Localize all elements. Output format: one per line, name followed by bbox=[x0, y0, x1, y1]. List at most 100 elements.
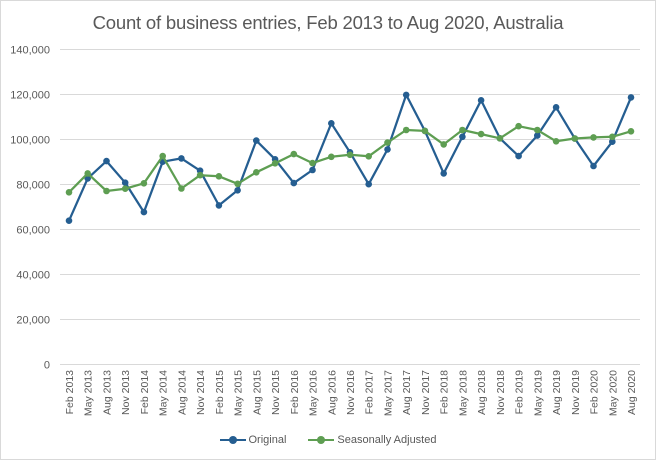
x-tick-label: Aug 2015 bbox=[251, 370, 263, 415]
legend-item-seasonally-adjusted[interactable]: Seasonally Adjusted bbox=[308, 434, 436, 446]
data-point[interactable] bbox=[103, 157, 110, 165]
data-point[interactable] bbox=[84, 170, 91, 177]
data-point[interactable] bbox=[421, 127, 429, 135]
data-point[interactable] bbox=[346, 151, 354, 159]
x-tick-label: Feb 2013 bbox=[64, 370, 76, 415]
x-tick-label: May 2017 bbox=[382, 370, 394, 416]
x-tick-label: May 2016 bbox=[308, 370, 320, 416]
data-point[interactable] bbox=[496, 135, 504, 142]
data-point[interactable] bbox=[402, 91, 410, 99]
data-point[interactable] bbox=[121, 179, 129, 186]
data-point[interactable] bbox=[234, 187, 241, 194]
data-point[interactable] bbox=[215, 202, 223, 209]
legend-marker-icon bbox=[308, 435, 335, 445]
data-point[interactable] bbox=[290, 179, 298, 187]
legend-label: Original bbox=[248, 434, 287, 446]
data-point[interactable] bbox=[290, 150, 298, 158]
x-tick-label: Nov 2015 bbox=[270, 370, 282, 415]
data-point[interactable] bbox=[65, 189, 73, 196]
data-point[interactable] bbox=[534, 132, 541, 139]
data-point[interactable] bbox=[365, 180, 373, 188]
y-tick-label: 80,000 bbox=[16, 180, 50, 192]
data-point[interactable] bbox=[309, 166, 316, 174]
data-point[interactable] bbox=[590, 162, 597, 170]
data-point[interactable] bbox=[252, 137, 260, 144]
x-tick-label: Aug 2019 bbox=[551, 370, 563, 415]
y-tick-label: 60,000 bbox=[16, 225, 50, 237]
data-point[interactable] bbox=[178, 185, 185, 192]
data-point[interactable] bbox=[271, 160, 279, 167]
data-point[interactable] bbox=[440, 170, 448, 177]
data-point[interactable] bbox=[477, 97, 485, 104]
data-point[interactable] bbox=[215, 173, 223, 180]
data-point[interactable] bbox=[609, 133, 616, 141]
x-tick-label: Aug 2018 bbox=[476, 370, 488, 415]
data-point[interactable] bbox=[159, 152, 166, 160]
data-point[interactable] bbox=[459, 126, 466, 134]
data-point[interactable] bbox=[590, 134, 597, 141]
x-tick-label: Feb 2015 bbox=[214, 370, 226, 415]
legend-item-original[interactable]: Original bbox=[219, 434, 287, 446]
data-point[interactable] bbox=[627, 94, 635, 101]
x-tick-label: Nov 2016 bbox=[345, 370, 357, 415]
x-axis: Feb 2013 May 2013 Aug 2013 Nov 2013 Feb 2014… bbox=[64, 370, 638, 416]
y-tick-label: 0 bbox=[44, 360, 50, 372]
legend-marker-icon bbox=[219, 435, 246, 445]
data-point[interactable] bbox=[103, 187, 110, 195]
data-point[interactable] bbox=[328, 153, 335, 161]
data-point[interactable] bbox=[252, 169, 260, 176]
x-tick-label: May 2019 bbox=[532, 370, 544, 416]
data-point[interactable] bbox=[552, 104, 560, 111]
x-tick-label: May 2013 bbox=[83, 370, 95, 416]
chart-title: Count of business entries, Feb 2013 to A… bbox=[92, 12, 564, 33]
x-tick-label: Nov 2013 bbox=[120, 370, 132, 415]
y-axis: 0 20,000 40,000 60,000 80,000 100,000 120,000 1… bbox=[10, 45, 50, 372]
data-point[interactable] bbox=[402, 126, 410, 134]
data-point[interactable] bbox=[328, 120, 335, 127]
x-tick-label: Aug 2017 bbox=[401, 370, 413, 415]
legend-label: Seasonally Adjusted bbox=[337, 434, 437, 446]
data-point[interactable] bbox=[65, 217, 73, 224]
data-point[interactable] bbox=[234, 180, 241, 188]
y-tick-label: 100,000 bbox=[10, 135, 50, 147]
gridlines bbox=[60, 49, 640, 365]
x-tick-label: Aug 2016 bbox=[326, 370, 338, 415]
series-line bbox=[68, 125, 632, 194]
data-point[interactable] bbox=[440, 141, 448, 148]
y-tick-label: 120,000 bbox=[10, 90, 50, 102]
y-tick-label: 40,000 bbox=[16, 270, 50, 282]
data-point[interactable] bbox=[552, 138, 560, 145]
data-point[interactable] bbox=[477, 130, 485, 138]
x-tick-label: Feb 2017 bbox=[364, 370, 376, 415]
x-tick-label: Aug 2020 bbox=[626, 370, 638, 415]
data-point[interactable] bbox=[178, 155, 185, 162]
data-point[interactable] bbox=[571, 135, 579, 142]
data-point[interactable] bbox=[309, 159, 316, 167]
data-point[interactable] bbox=[365, 153, 373, 160]
x-tick-label: Nov 2014 bbox=[195, 370, 207, 415]
x-tick-label: Feb 2020 bbox=[589, 370, 601, 415]
x-tick-label: Aug 2014 bbox=[176, 370, 188, 415]
data-point[interactable] bbox=[84, 175, 91, 182]
data-point[interactable] bbox=[515, 152, 522, 160]
data-point[interactable] bbox=[384, 139, 391, 146]
legend: Original Seasonally Adjusted bbox=[0, 432, 656, 448]
x-tick-label: May 2018 bbox=[457, 370, 469, 416]
x-tick-label: Feb 2018 bbox=[439, 370, 451, 415]
data-point[interactable] bbox=[196, 171, 204, 179]
data-point[interactable] bbox=[534, 126, 541, 134]
x-tick-label: Nov 2019 bbox=[570, 370, 582, 415]
data-point[interactable] bbox=[609, 138, 616, 145]
data-point[interactable] bbox=[140, 180, 148, 187]
data-point[interactable] bbox=[140, 208, 148, 216]
data-point[interactable] bbox=[384, 146, 391, 153]
y-tick-label: 140,000 bbox=[10, 45, 50, 57]
x-tick-label: May 2015 bbox=[233, 370, 245, 416]
x-tick-label: Feb 2016 bbox=[289, 370, 301, 415]
x-tick-label: Feb 2014 bbox=[139, 370, 151, 415]
data-point[interactable] bbox=[121, 185, 129, 192]
data-point[interactable] bbox=[627, 128, 635, 135]
data-point[interactable] bbox=[515, 122, 522, 130]
data-point[interactable] bbox=[459, 133, 466, 141]
